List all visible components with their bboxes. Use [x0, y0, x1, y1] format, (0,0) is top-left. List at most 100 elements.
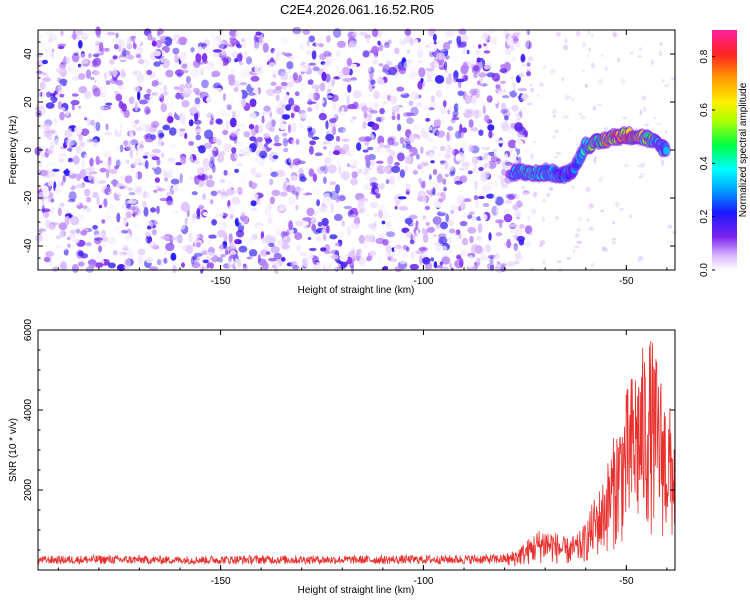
noise-speck	[233, 80, 240, 90]
noise-speck	[514, 260, 520, 265]
noise-speck	[108, 246, 114, 253]
noise-speck	[346, 57, 353, 67]
noise-speck	[308, 247, 317, 252]
noise-speck	[135, 186, 142, 195]
noise-speck	[346, 226, 352, 236]
noise-speck	[283, 93, 290, 102]
noise-speck	[488, 232, 492, 241]
noise-speck	[208, 234, 217, 239]
noise-speck	[316, 261, 321, 266]
noise-speck	[219, 28, 224, 34]
noise-speck	[306, 122, 312, 129]
noise-speck	[486, 193, 495, 199]
noise-speck	[108, 105, 111, 110]
noise-speck	[212, 136, 218, 143]
noise-speck	[415, 250, 424, 255]
noise-speck	[172, 204, 180, 211]
noise-speck	[41, 230, 46, 236]
faint-speck	[529, 231, 533, 236]
noise-speck	[511, 104, 519, 112]
noise-speck	[465, 59, 472, 67]
noise-speck	[248, 249, 258, 257]
noise-speck	[350, 213, 357, 220]
noise-speck	[318, 112, 327, 121]
noise-speck	[510, 44, 514, 52]
noise-speck	[132, 48, 142, 57]
noise-speck	[191, 191, 198, 196]
noise-speck	[399, 169, 405, 178]
noise-speck	[93, 252, 104, 260]
noise-speck	[404, 137, 411, 142]
faint-speck	[637, 55, 642, 58]
noise-speck	[158, 95, 162, 101]
noise-speck	[216, 154, 225, 163]
noise-speck	[394, 73, 398, 80]
noise-speck	[109, 58, 115, 65]
faint-speck	[527, 56, 534, 62]
noise-speck	[160, 103, 168, 113]
noise-speck	[265, 207, 271, 217]
noise-speck	[343, 50, 347, 56]
noise-speck	[272, 73, 277, 78]
noise-speck	[71, 109, 77, 115]
noise-speck	[151, 245, 160, 250]
noise-speck	[294, 105, 301, 113]
noise-speck	[409, 63, 418, 72]
snr-ytick-label: 4000	[23, 398, 34, 421]
noise-speck	[313, 229, 321, 235]
noise-speck	[211, 163, 216, 173]
faint-speck	[588, 203, 594, 209]
noise-speck	[96, 75, 106, 86]
noise-speck	[480, 213, 488, 221]
noise-speck	[164, 177, 168, 182]
noise-speck	[341, 220, 346, 227]
noise-speck	[229, 213, 234, 220]
faint-speck	[553, 156, 559, 159]
noise-speck	[481, 89, 491, 96]
noise-speck	[408, 252, 417, 260]
noise-speck	[61, 254, 69, 261]
faint-speck	[661, 79, 665, 83]
noise-speck	[151, 148, 161, 154]
noise-speck	[447, 249, 453, 254]
noise-speck	[241, 215, 249, 225]
noise-speck	[331, 58, 339, 64]
noise-speck	[275, 94, 280, 102]
noise-speck	[105, 85, 113, 95]
noise-speck	[92, 53, 100, 58]
noise-speck	[342, 144, 350, 151]
noise-speck	[319, 82, 326, 92]
noise-speck	[376, 160, 384, 164]
noise-speck	[185, 40, 193, 45]
noise-speck	[113, 43, 119, 50]
noise-speck	[227, 222, 236, 229]
noise-speck	[303, 147, 308, 155]
noise-speck	[112, 250, 118, 256]
noise-speck	[242, 263, 247, 268]
noise-speck	[491, 72, 501, 82]
noise-speck	[86, 196, 92, 203]
noise-speck	[112, 147, 121, 152]
noise-speck	[477, 80, 481, 86]
noise-speck	[381, 220, 386, 225]
noise-speck	[224, 249, 229, 256]
noise-speck	[458, 248, 462, 254]
noise-speck	[386, 231, 395, 238]
noise-speck	[397, 216, 406, 221]
noise-speck	[410, 70, 417, 78]
noise-speck	[125, 232, 131, 242]
noise-speck	[115, 32, 119, 39]
noise-speck	[65, 138, 74, 148]
faint-speck	[531, 208, 537, 215]
noise-speck	[261, 261, 269, 271]
noise-speck	[166, 195, 173, 205]
noise-speck	[503, 28, 509, 39]
noise-speck	[69, 229, 79, 234]
noise-speck	[100, 212, 109, 216]
noise-speck	[132, 224, 142, 228]
noise-speck	[512, 32, 520, 37]
noise-speck	[273, 252, 282, 260]
noise-speck	[479, 119, 487, 128]
noise-speck	[436, 173, 443, 183]
noise-speck	[507, 194, 515, 201]
